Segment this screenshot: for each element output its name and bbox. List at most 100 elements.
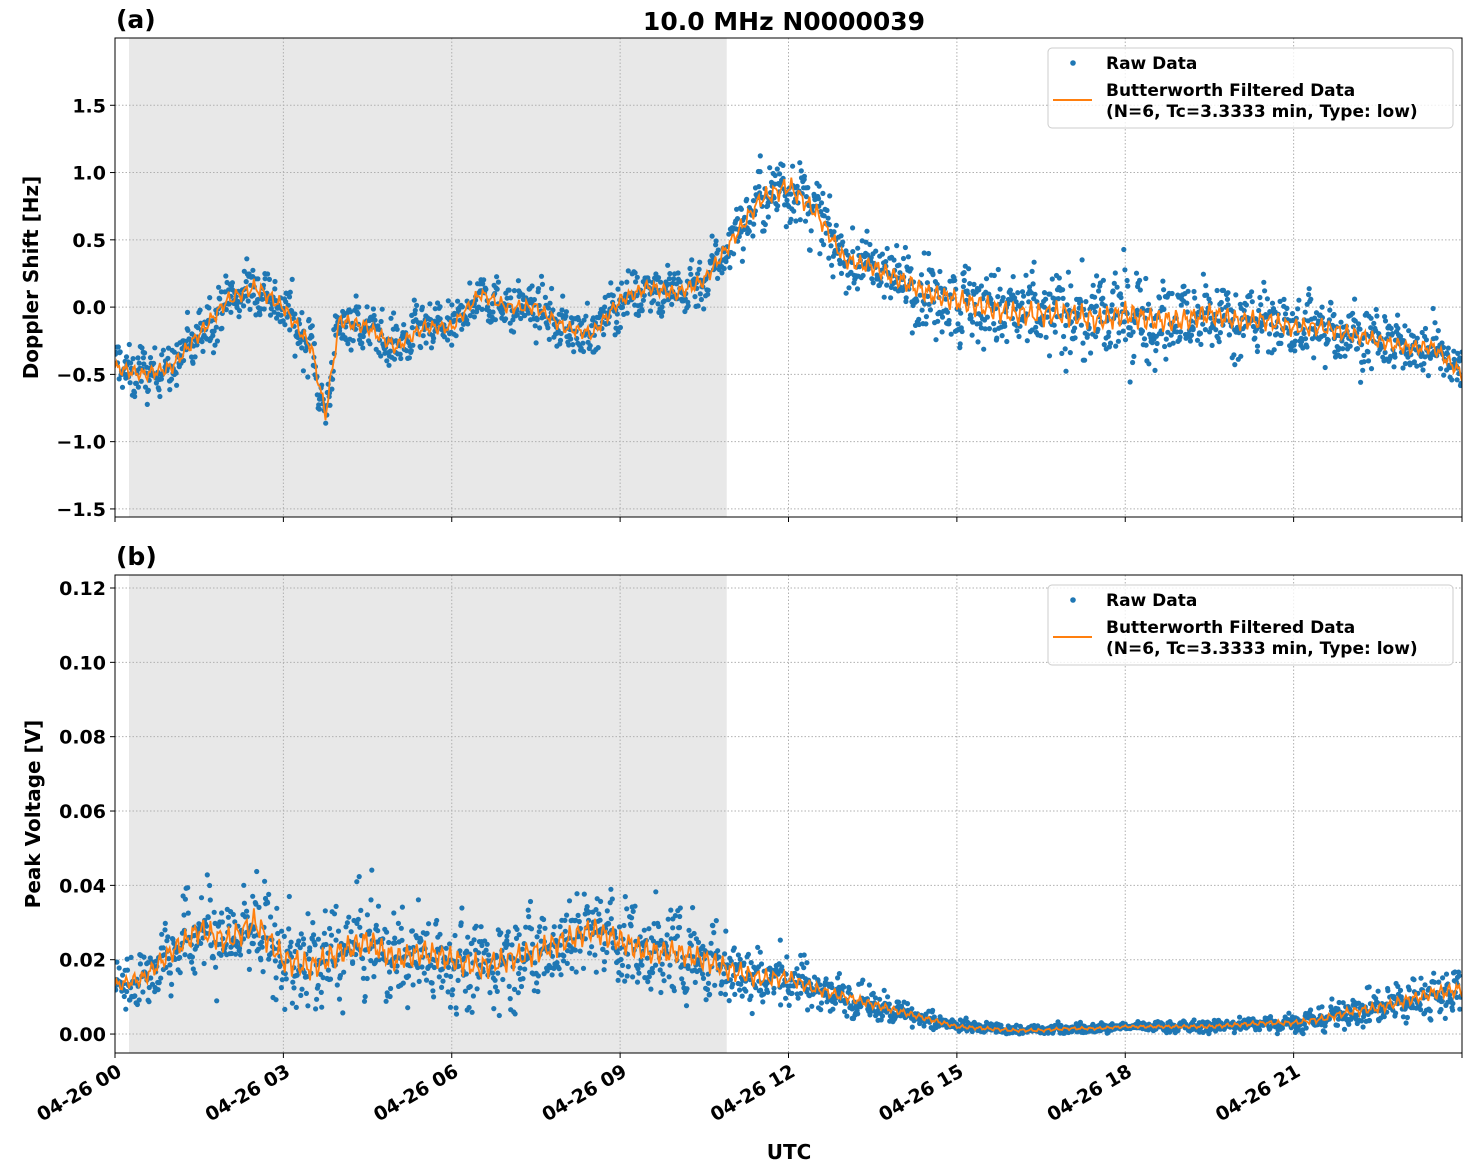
raw-data-point xyxy=(939,329,945,335)
raw-data-point xyxy=(645,979,651,985)
raw-data-point xyxy=(151,360,157,366)
raw-data-point xyxy=(686,927,692,933)
raw-data-point xyxy=(1183,335,1189,341)
raw-data-point xyxy=(437,316,443,322)
raw-data-point xyxy=(846,285,852,291)
raw-data-point xyxy=(170,936,176,943)
raw-data-point xyxy=(334,982,340,988)
raw-data-point xyxy=(1406,987,1412,993)
raw-data-point xyxy=(1163,356,1169,362)
raw-data-point xyxy=(1322,1029,1328,1035)
raw-data-point xyxy=(677,913,683,920)
raw-data-point xyxy=(835,975,841,981)
raw-data-point xyxy=(500,976,506,983)
raw-data-point xyxy=(633,279,639,285)
raw-data-point xyxy=(535,973,542,979)
raw-data-point xyxy=(629,915,635,921)
raw-data-point xyxy=(1261,279,1267,285)
raw-data-point xyxy=(464,948,470,954)
raw-data-point xyxy=(268,914,274,920)
raw-data-point xyxy=(378,353,384,359)
raw-data-point xyxy=(453,1005,459,1011)
raw-data-point xyxy=(632,270,638,276)
raw-data-point xyxy=(1107,340,1114,346)
raw-data-point xyxy=(1441,372,1447,378)
raw-data-point xyxy=(1382,318,1389,324)
raw-data-point xyxy=(798,990,804,996)
raw-data-point xyxy=(545,325,551,331)
raw-data-point xyxy=(426,921,432,927)
raw-data-point xyxy=(1414,363,1420,369)
raw-data-point xyxy=(1458,380,1462,386)
legend-filtered-label: Butterworth Filtered Data xyxy=(1106,618,1355,638)
raw-data-point xyxy=(434,917,440,924)
raw-data-point xyxy=(418,938,424,944)
raw-data-point xyxy=(726,998,732,1004)
raw-data-point xyxy=(1088,350,1094,356)
raw-data-point xyxy=(494,286,500,292)
raw-data-point xyxy=(1400,1014,1406,1020)
raw-data-point xyxy=(218,952,224,958)
raw-data-point xyxy=(471,937,477,943)
raw-data-point xyxy=(513,935,520,942)
raw-data-point xyxy=(1361,352,1367,358)
raw-data-point xyxy=(570,342,576,348)
raw-data-point xyxy=(1388,353,1394,359)
raw-data-point xyxy=(1109,302,1115,308)
raw-data-point xyxy=(484,941,490,947)
raw-data-point xyxy=(315,936,321,942)
raw-data-point xyxy=(641,927,647,933)
raw-data-point xyxy=(617,324,624,331)
raw-data-point xyxy=(190,966,196,972)
raw-data-point xyxy=(492,317,498,323)
raw-data-point xyxy=(1274,1031,1280,1037)
raw-data-point xyxy=(483,286,489,292)
raw-data-point xyxy=(271,309,277,315)
raw-data-point xyxy=(410,342,416,348)
raw-data-point xyxy=(431,964,437,971)
raw-data-point xyxy=(1295,306,1301,312)
raw-data-point xyxy=(596,911,602,917)
raw-data-point xyxy=(1421,361,1427,367)
raw-data-point xyxy=(525,907,531,913)
raw-data-point xyxy=(136,997,142,1003)
raw-data-point xyxy=(566,898,573,904)
raw-data-point xyxy=(601,967,607,973)
raw-data-point xyxy=(609,896,615,902)
raw-data-point xyxy=(289,276,295,282)
raw-data-point xyxy=(486,952,492,958)
raw-data-point xyxy=(923,321,929,327)
raw-data-point xyxy=(1082,357,1088,363)
raw-data-point xyxy=(881,294,887,300)
raw-data-point xyxy=(272,958,278,964)
raw-data-point xyxy=(1046,353,1053,359)
raw-data-point xyxy=(715,948,721,954)
raw-data-point xyxy=(1118,294,1124,301)
raw-data-point xyxy=(1322,364,1328,371)
raw-data-point xyxy=(683,1003,690,1009)
raw-data-point xyxy=(514,926,520,933)
raw-data-point xyxy=(262,276,268,282)
raw-data-point xyxy=(614,311,620,317)
raw-data-point xyxy=(715,247,721,253)
raw-data-point xyxy=(297,945,303,951)
raw-data-point xyxy=(518,315,524,322)
raw-data-point xyxy=(207,295,213,301)
raw-data-point xyxy=(1127,325,1133,331)
raw-data-point xyxy=(618,956,624,963)
raw-data-point xyxy=(470,993,476,999)
legend: Raw Data Butterworth Filtered Data(N=6, T… xyxy=(1047,47,1454,129)
raw-data-point xyxy=(750,233,756,239)
raw-data-point xyxy=(619,962,626,969)
raw-data-point xyxy=(1342,353,1348,359)
raw-data-point xyxy=(537,924,543,930)
raw-data-point xyxy=(1402,323,1408,329)
raw-data-point xyxy=(581,891,587,897)
raw-data-point xyxy=(1419,329,1425,336)
raw-data-point xyxy=(219,919,225,925)
raw-data-point xyxy=(739,258,746,264)
raw-data-point xyxy=(1346,1021,1352,1027)
raw-data-point xyxy=(1060,287,1066,293)
raw-data-point xyxy=(169,981,175,988)
raw-data-point xyxy=(705,287,711,293)
